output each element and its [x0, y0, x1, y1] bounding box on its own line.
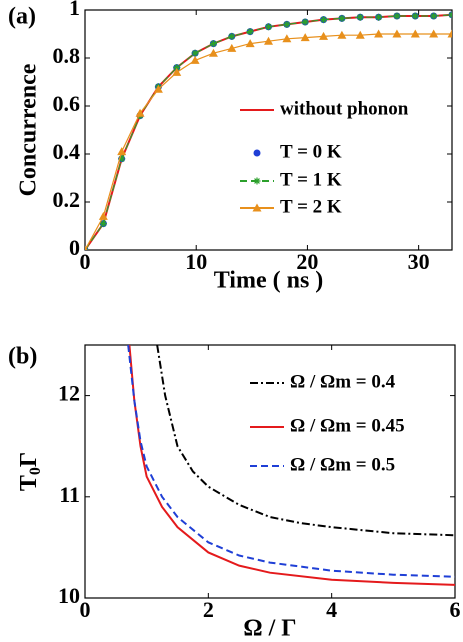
- series: [85, 11, 452, 250]
- x-axis-label: Ω / Γ: [243, 616, 296, 642]
- series: [156, 345, 455, 537]
- legend-marker: [253, 149, 261, 157]
- marker: [338, 14, 346, 22]
- series-line: [127, 345, 455, 578]
- marker: [393, 12, 401, 20]
- marker: [300, 33, 310, 42]
- y-axis-label: Concurrence: [16, 63, 42, 196]
- marker: [447, 29, 452, 38]
- y-tick-label: 1: [69, 0, 80, 20]
- series-line: [85, 33, 452, 250]
- plot-frame: [84, 344, 456, 599]
- marker: [265, 23, 272, 31]
- y-tick-label: 0.4: [53, 139, 81, 164]
- y-tick-label: 0.6: [53, 91, 81, 116]
- x-tick-label: 10: [185, 249, 207, 274]
- marker: [208, 48, 218, 57]
- series: [85, 13, 452, 250]
- y-tick-label: 0: [69, 235, 80, 260]
- legend-label: T = 2 K: [280, 196, 342, 217]
- x-tick-label: 0: [80, 597, 91, 622]
- marker: [246, 28, 254, 36]
- marker: [320, 16, 328, 24]
- marker: [98, 211, 108, 220]
- series: [127, 345, 455, 578]
- marker: [374, 29, 384, 38]
- x-tick-label: 2: [203, 597, 214, 622]
- marker: [411, 12, 419, 20]
- marker: [99, 220, 107, 228]
- series-line: [85, 14, 452, 250]
- series-line: [85, 13, 452, 250]
- marker: [319, 31, 329, 40]
- y-label-sub: 0: [27, 467, 44, 475]
- marker: [410, 29, 420, 38]
- series: [85, 11, 452, 250]
- marker: [228, 32, 236, 40]
- marker: [172, 67, 182, 76]
- marker: [245, 39, 255, 48]
- legend-marker: [252, 203, 262, 212]
- legend-marker: [253, 177, 261, 185]
- y-label-after: Γ: [16, 452, 42, 467]
- marker: [227, 43, 237, 52]
- marker: [356, 13, 364, 21]
- marker: [190, 55, 200, 64]
- marker: [301, 18, 309, 26]
- marker: [209, 40, 217, 48]
- y-tick-label: 0.2: [53, 187, 81, 212]
- panel-label: (a): [8, 4, 36, 30]
- marker: [430, 12, 438, 20]
- legend-label: Ω / Ωm = 0.5: [290, 454, 395, 475]
- x-tick-label: 6: [450, 597, 461, 622]
- panel-label: (b): [8, 344, 37, 370]
- series: [85, 29, 452, 250]
- y-tick-label: 12: [58, 381, 80, 406]
- legend-label: T = 1 K: [280, 169, 342, 190]
- plot-frame: [84, 9, 453, 251]
- marker: [429, 29, 439, 38]
- y-tick-label: 11: [59, 482, 80, 507]
- legend-label: without phonon: [280, 98, 409, 119]
- legend-label: Ω / Ωm = 0.4: [290, 371, 396, 392]
- marker: [337, 30, 347, 39]
- marker: [117, 147, 127, 156]
- marker: [355, 30, 365, 39]
- x-axis-label: Time ( ns ): [214, 268, 324, 294]
- marker: [85, 245, 88, 250]
- series-line: [156, 345, 455, 537]
- marker: [392, 29, 402, 38]
- marker: [264, 36, 273, 45]
- marker: [283, 20, 291, 28]
- marker: [153, 84, 163, 93]
- y-axis-label: T0Γ: [16, 452, 44, 491]
- marker: [191, 49, 199, 57]
- y-tick-label: 10: [58, 583, 80, 608]
- x-tick-label: 30: [408, 249, 430, 274]
- legend-label: Ω / Ωm = 0.45: [290, 415, 405, 436]
- legend-label: T = 0 K: [280, 141, 342, 162]
- marker: [135, 108, 145, 117]
- x-tick-label: 20: [296, 249, 318, 274]
- marker: [118, 155, 126, 163]
- marker: [282, 34, 292, 43]
- marker: [173, 64, 181, 72]
- y-tick-label: 0.8: [53, 43, 81, 68]
- marker: [375, 13, 383, 21]
- y-label-main: T: [16, 475, 42, 491]
- x-tick-label: 0: [80, 249, 91, 274]
- marker: [448, 11, 452, 19]
- x-tick-label: 4: [326, 597, 337, 622]
